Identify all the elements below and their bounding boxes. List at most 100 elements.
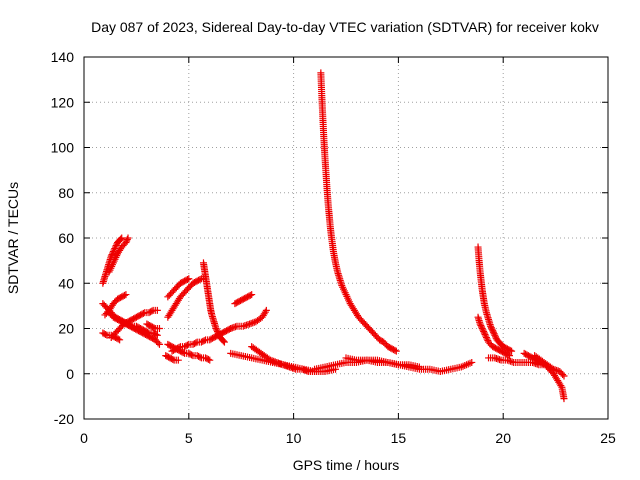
data-point	[111, 243, 119, 251]
data-point	[118, 234, 126, 242]
series-s4	[105, 309, 163, 348]
data-point	[506, 346, 514, 354]
data-point	[482, 334, 490, 342]
series-s19	[317, 69, 400, 355]
data-point	[548, 364, 556, 372]
x-tick-label: 20	[495, 430, 511, 446]
series-s16	[227, 306, 270, 332]
data-point	[478, 325, 486, 332]
y-tick-label: -20	[54, 411, 74, 427]
data-point	[220, 338, 228, 346]
y-tick-label: 100	[51, 140, 75, 156]
x-tick-label: 10	[286, 430, 302, 446]
data-point	[482, 332, 490, 340]
data-point	[487, 322, 495, 330]
data-point	[487, 324, 495, 332]
data-point	[114, 335, 122, 343]
x-tick-label: 25	[600, 430, 616, 446]
series-s7	[101, 291, 130, 319]
data-point	[179, 349, 187, 357]
data-point	[265, 355, 273, 363]
data-point	[121, 291, 129, 299]
data-point	[479, 326, 487, 334]
data-point	[200, 337, 208, 345]
data-point	[477, 321, 485, 329]
series-s14	[162, 352, 182, 364]
data-point	[492, 333, 500, 341]
x-tick-label: 0	[80, 430, 88, 446]
data-point	[183, 275, 191, 283]
data-point	[491, 331, 499, 339]
data-point	[192, 339, 200, 347]
data-point	[183, 341, 191, 349]
y-tick-label: 80	[58, 185, 74, 201]
data-point	[480, 328, 488, 336]
data-point	[152, 331, 160, 339]
data-point	[148, 307, 156, 315]
series-s15	[231, 291, 256, 308]
data-point	[490, 330, 498, 338]
data-point	[248, 291, 256, 299]
series-s5	[107, 306, 161, 342]
data-point	[560, 395, 568, 403]
data-point	[109, 249, 117, 257]
series-s25	[520, 349, 568, 403]
data-point	[117, 235, 125, 243]
data-point	[483, 335, 491, 343]
data-point	[102, 331, 110, 339]
data-point	[559, 371, 567, 379]
data-point	[154, 339, 162, 347]
data-point	[489, 327, 497, 335]
data-point	[213, 326, 221, 334]
data-point	[488, 325, 496, 333]
x-tick-label: 5	[185, 430, 193, 446]
data-point	[112, 242, 120, 250]
y-axis-label: SDTVAR / TECUs	[5, 182, 21, 294]
chart-title: Day 087 of 2023, Sidereal Day-to-day VTE…	[91, 19, 599, 35]
data-point	[155, 340, 163, 348]
data-point	[560, 372, 568, 380]
series-s10	[164, 275, 193, 301]
data-point	[261, 308, 269, 316]
series-s6	[99, 329, 124, 344]
series-s23	[474, 313, 513, 360]
data-point	[480, 329, 488, 337]
y-tick-label: 120	[51, 94, 75, 110]
data-point	[489, 328, 497, 336]
data-point	[188, 351, 196, 359]
data-point	[155, 325, 163, 332]
data-point	[478, 323, 486, 331]
y-tick-label: 0	[66, 366, 74, 382]
data-point	[153, 331, 161, 339]
data-point	[508, 347, 516, 355]
data-points	[99, 69, 568, 403]
series-s21	[342, 354, 423, 371]
series-s9	[164, 275, 207, 321]
data-point	[481, 331, 489, 339]
series-s26	[531, 352, 568, 380]
data-point	[196, 275, 204, 283]
data-point	[185, 275, 193, 283]
data-point	[391, 346, 399, 354]
x-axis-label: GPS time / hours	[293, 457, 400, 473]
data-point	[225, 325, 233, 333]
data-point	[123, 237, 131, 245]
data-point	[108, 251, 116, 259]
data-point	[415, 363, 423, 371]
data-point	[139, 309, 147, 317]
series-s22	[474, 243, 516, 355]
data-point	[124, 234, 132, 242]
axis-ticks: 0 5 10 15 20 25 -20 0 20 40 60 80 100 120 140	[51, 49, 616, 446]
y-tick-label: 60	[58, 230, 74, 246]
data-point	[206, 356, 214, 364]
y-tick-label: 20	[58, 321, 74, 337]
y-tick-label: 140	[51, 49, 75, 65]
data-point	[476, 320, 484, 328]
data-point	[212, 325, 220, 332]
data-point	[123, 236, 131, 244]
data-point	[219, 337, 227, 345]
data-point	[262, 306, 270, 314]
data-point	[392, 347, 400, 355]
data-point	[174, 356, 182, 364]
